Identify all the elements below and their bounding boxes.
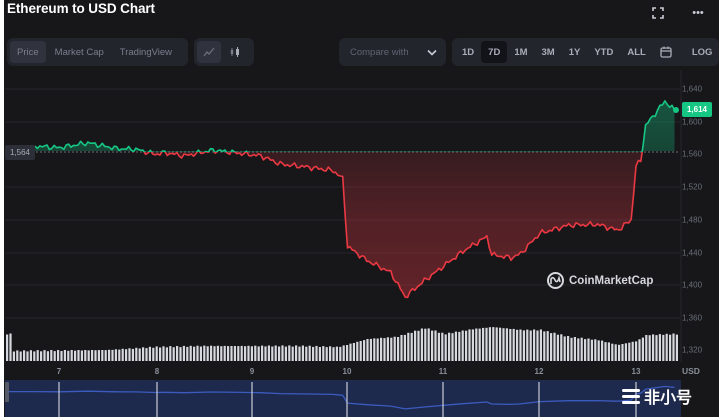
y-tick-1480: 1,480 [682,215,703,225]
price-line-up [34,100,676,152]
price-line-down [132,152,643,299]
x-tick-8: 8 [154,367,160,376]
candlestick-button[interactable] [223,41,247,63]
left-border [0,0,4,417]
calendar-icon [660,46,672,58]
x-tick-13: 13 [631,367,641,376]
y-tick-1360: 1,360 [682,313,703,323]
x-tick-9: 9 [249,367,255,376]
chart-type-toggle [194,38,254,66]
coinmarketcap-watermark: CoinMarketCap [547,272,653,289]
tab-tradingview[interactable]: TradingView [119,46,173,58]
navigator-handle-left[interactable] [5,382,9,402]
chart-toolbar: Price Market Cap TradingView Compare wit… [7,38,719,66]
range-1y[interactable]: 1Y [568,46,581,58]
range-ytd[interactable]: YTD [594,46,614,58]
line-chart-icon [203,47,215,57]
volume-bars [6,327,678,361]
y-tick-1400: 1,400 [682,280,703,290]
y-tick-1560: 1,560 [682,149,703,159]
range-3m[interactable]: 3M [541,46,555,58]
y-tick-1640: 1,640 [682,84,703,94]
chart-title: Ethereum to USD Chart [7,1,155,16]
range-1m[interactable]: 1M [514,46,528,58]
last-price-dot [673,107,679,113]
compare-with-dropdown[interactable]: Compare with [339,38,446,66]
x-tick-10: 10 [342,367,352,376]
fullscreen-icon[interactable] [651,6,665,20]
data-type-tabs: Price Market Cap TradingView [7,38,188,66]
tab-price[interactable]: Price [10,41,46,63]
range-7d[interactable]: 7D [481,41,508,63]
line-chart-button[interactable] [197,41,221,63]
compare-with-placeholder: Compare with [350,46,409,58]
chevron-down-icon [427,49,437,56]
header-actions: ••• [651,6,705,20]
x-tick-12: 12 [534,367,544,376]
more-options-icon[interactable]: ••• [692,7,704,19]
x-tick-11: 11 [438,367,448,376]
current-price-badge: 1,614 [682,102,712,117]
currency-label: USD [682,366,700,376]
navigator-ticks [58,382,637,417]
time-range-selector: 1D 7D 1M 3M 1Y YTD ALL LOG [452,38,719,66]
y-tick-1320: 1,320 [682,345,703,355]
range-1d[interactable]: 1D [462,46,475,58]
feixiaohao-logo: 非小号 [622,384,692,408]
range-navigator[interactable] [5,380,681,417]
range-all[interactable]: ALL [627,46,646,58]
y-tick-1600: 1,600 [682,117,703,127]
watermark-text: CoinMarketCap [569,274,654,287]
feixiaohao-icon [622,388,640,404]
y-tick-1440: 1,440 [682,248,703,258]
x-tick-7: 7 [56,367,62,376]
price-area-below [144,152,643,298]
log-scale-toggle[interactable]: LOG [691,46,713,58]
tab-market-cap[interactable]: Market Cap [54,46,104,58]
y-tick-1520: 1,520 [682,182,703,192]
calendar-button[interactable] [653,41,679,63]
candlestick-icon [230,47,239,57]
coinmarketcap-logo-icon [547,272,564,289]
feixiaohao-text: 非小号 [644,390,693,407]
baseline-price-badge: 1,564 [5,145,35,160]
